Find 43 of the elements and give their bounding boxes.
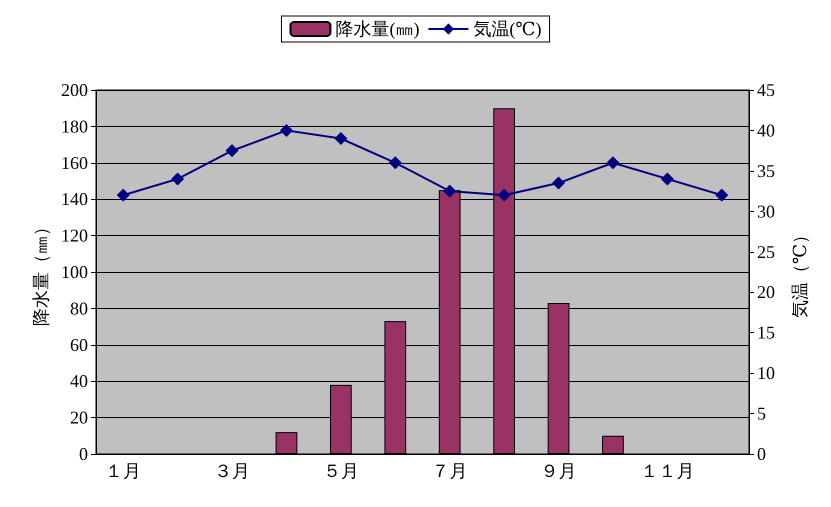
y2-tick-label: 15	[757, 322, 775, 343]
point	[171, 172, 184, 186]
y-tick-label: 100	[61, 262, 88, 282]
point	[334, 132, 348, 146]
y-axis-title: 降水量（㎜）	[31, 218, 52, 326]
y2-tick-label: 35	[757, 160, 775, 181]
x-tick-label: ５月	[322, 461, 359, 481]
y2-tick-label: 25	[757, 242, 775, 262]
x-tick-label: １月	[105, 461, 142, 481]
x-tick-label: １１月	[640, 461, 694, 481]
y-tick-label: 60	[70, 334, 88, 355]
x-tick-label: ７月	[432, 461, 468, 481]
point	[388, 156, 402, 170]
point	[498, 188, 511, 202]
point	[116, 188, 130, 202]
legend-label: 気温(℃)	[473, 19, 542, 39]
legend-label: 降水量(㎜)	[335, 19, 420, 39]
y2-tick-label: 20	[757, 282, 775, 302]
y2-tick-label: 45	[757, 80, 775, 100]
x-tick-label: ９月	[540, 461, 577, 481]
point	[552, 176, 566, 190]
y-tick-label: 120	[61, 226, 88, 246]
y2-axis-title: 気温（℃）	[790, 226, 810, 318]
point	[660, 172, 674, 186]
y2-tick-label: 0	[757, 444, 766, 464]
point	[226, 144, 239, 158]
y-tick-label: 80	[70, 298, 88, 318]
y-tick-label: 40	[70, 371, 88, 392]
point	[280, 124, 293, 137]
y-tick-label: 180	[61, 116, 88, 136]
point	[443, 184, 456, 198]
y-tick-label: 200	[61, 80, 88, 100]
x-tick-label: ３月	[214, 461, 250, 481]
y2-tick-label: 30	[757, 201, 775, 222]
y-tick-label: 20	[70, 408, 88, 428]
point	[715, 188, 728, 202]
y-tick-label: 0	[79, 444, 88, 464]
y2-tick-label: 40	[757, 120, 775, 140]
y-tick-label: 160	[61, 152, 88, 173]
y-tick-label: 140	[61, 189, 88, 210]
point	[606, 156, 620, 170]
y2-tick-label: 5	[757, 404, 766, 424]
y2-tick-label: 10	[757, 363, 775, 384]
